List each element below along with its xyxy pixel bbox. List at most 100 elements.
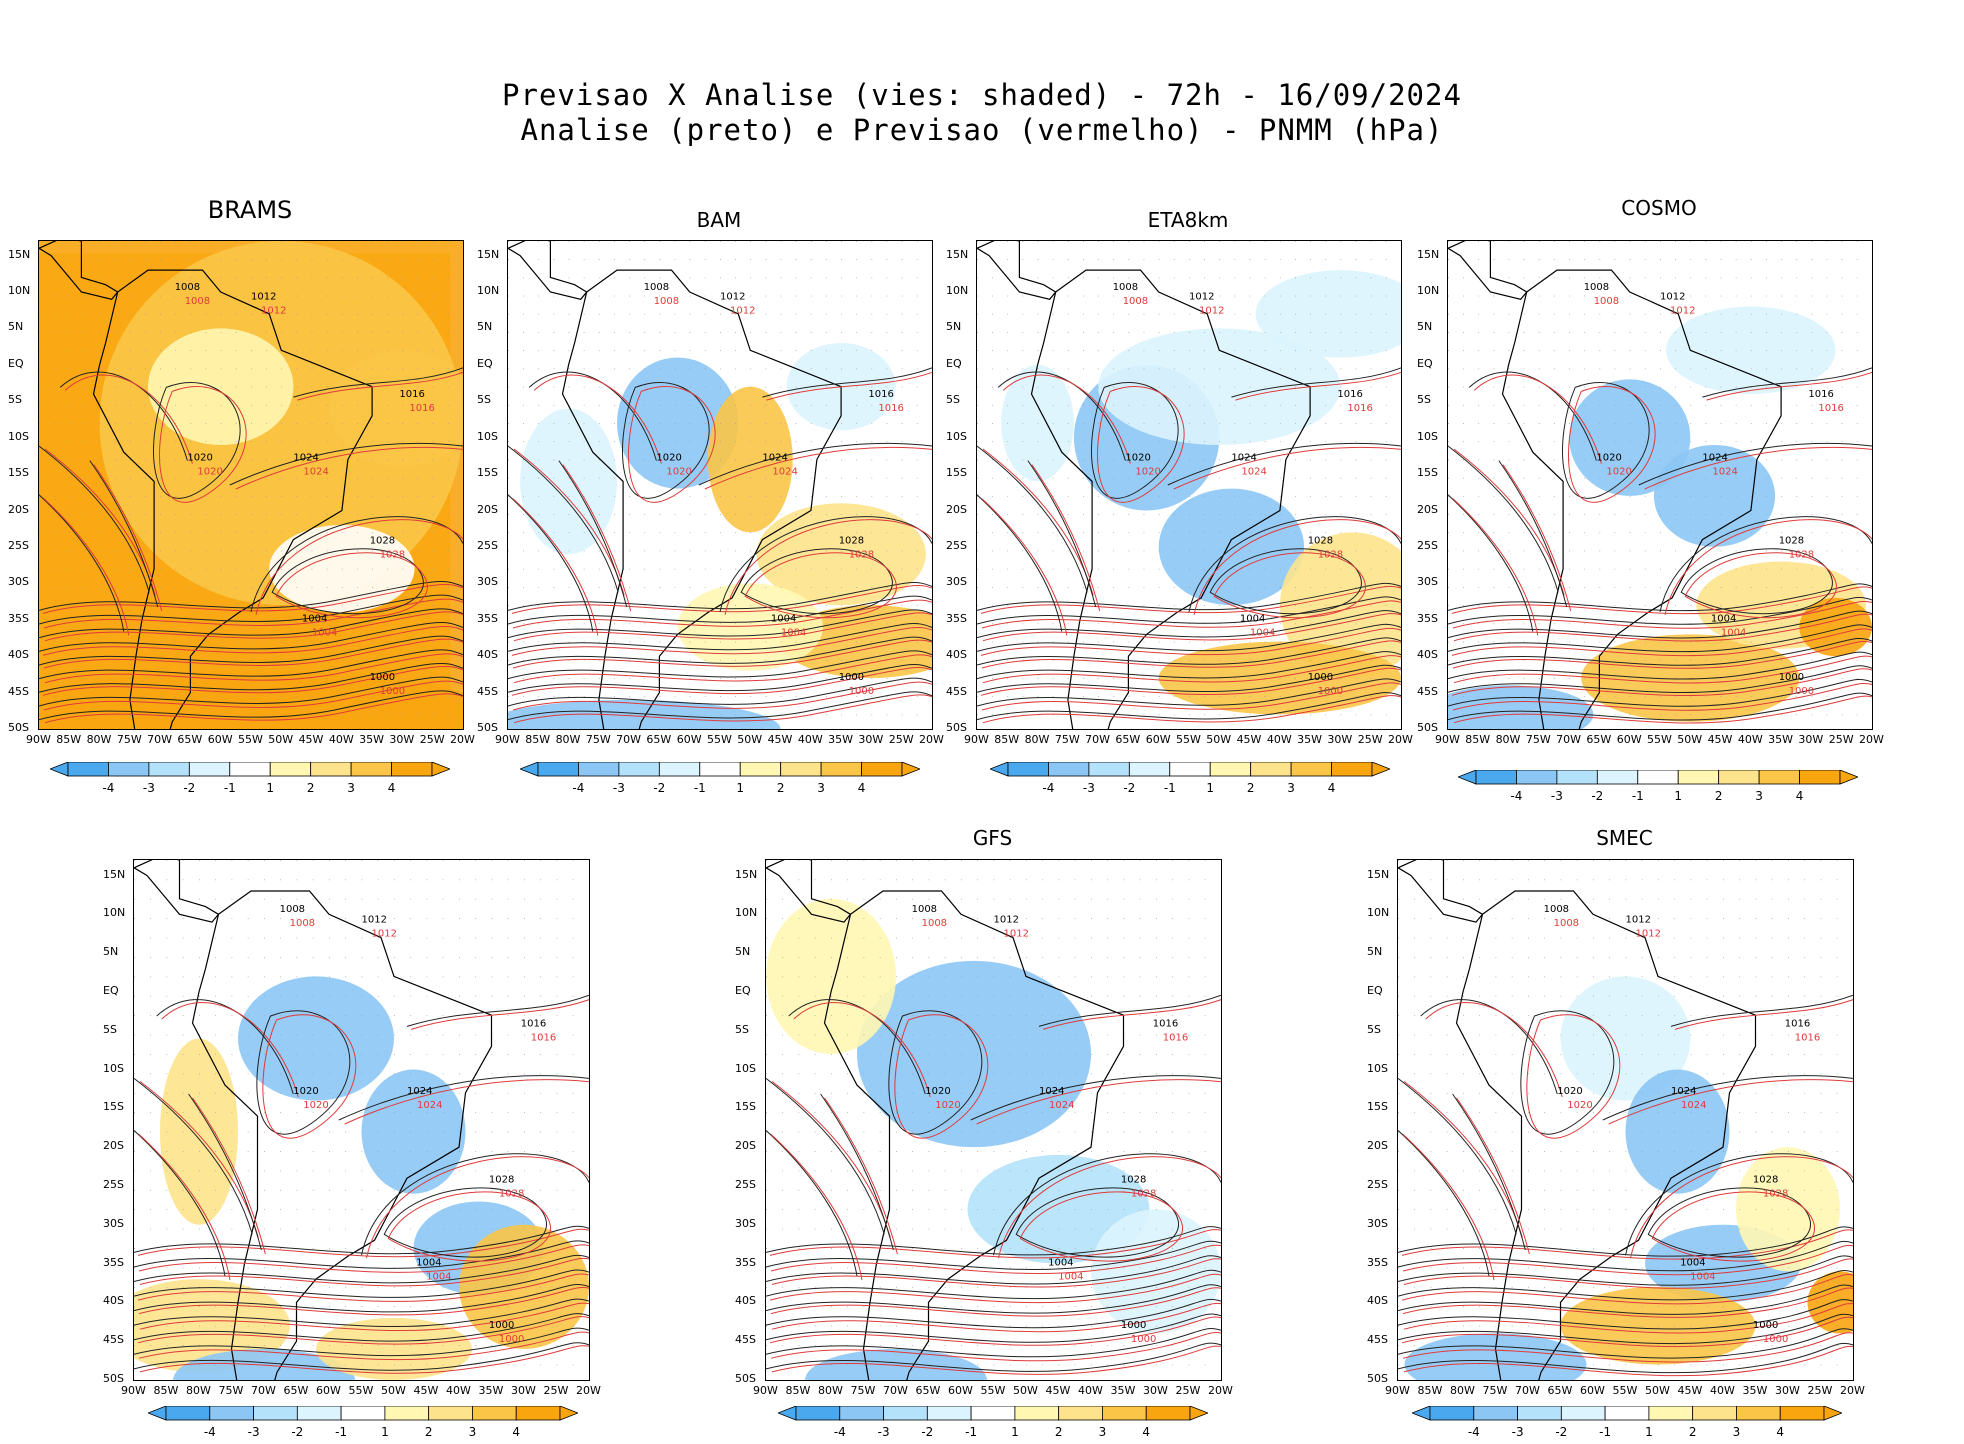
colorbar-tick-label: 1 (1011, 1425, 1019, 1439)
lat-tick-label: 5S (103, 1023, 117, 1036)
lat-tick-label: 20S (1367, 1139, 1388, 1152)
colorbar-tick-label: -2 (921, 1425, 933, 1439)
lon-tick-label: 20W (450, 733, 475, 746)
isobar-label-forecast: 1000 (1318, 686, 1343, 697)
lon-tick-label: 90W (753, 1384, 778, 1397)
colorbar-segment (1800, 770, 1840, 784)
lat-tick-label: 5N (735, 945, 750, 958)
colorbar-segment (1210, 762, 1250, 776)
colorbar-segment (392, 762, 432, 776)
colorbar-tick-label: 3 (1287, 781, 1295, 795)
lat-tick-label: 30S (946, 575, 967, 588)
isobar-label: 1012 (1626, 914, 1651, 925)
lat-tick-label: 25S (477, 539, 498, 552)
colorbar-segment (1458, 770, 1476, 784)
isobar-label-forecast: 1008 (922, 918, 947, 929)
lat-tick-label: 30S (477, 575, 498, 588)
isobar-label-forecast: 1024 (1712, 467, 1737, 478)
colorbar-segment (619, 762, 659, 776)
colorbar-tick-label: 3 (347, 781, 355, 795)
isobar-label: 1000 (370, 672, 395, 683)
lat-tick-label: 35S (8, 612, 29, 625)
isobar-label: 1004 (1711, 614, 1736, 625)
lon-tick-label: 75W (117, 733, 142, 746)
colorbar-segment (1759, 770, 1799, 784)
isobar-label-forecast: 1024 (1241, 467, 1266, 478)
lat-tick-label: 15S (1417, 466, 1438, 479)
isobar-label-forecast: 1000 (1789, 686, 1814, 697)
colorbar-segment (1372, 762, 1390, 776)
isobar-label-forecast: 1000 (380, 686, 405, 697)
isobar-label-forecast: 1016 (531, 1032, 556, 1043)
colorbar-tick-label: 4 (1776, 1425, 1784, 1439)
colorbar-segment (1430, 1406, 1474, 1420)
lon-tick-label: 75W (219, 1384, 244, 1397)
isobar-label: 1000 (1753, 1320, 1778, 1331)
isobar-analysis (407, 995, 589, 1026)
isobar-label: 1008 (912, 904, 937, 915)
isobar-label-forecast: 1008 (290, 918, 315, 929)
colorbar-segment (927, 1406, 971, 1420)
colorbar-tick-label: 3 (1099, 1425, 1107, 1439)
isobar-label: 1004 (302, 614, 327, 625)
isobar-label-forecast: 1028 (499, 1188, 524, 1199)
colorbar-segment (1693, 1406, 1737, 1420)
isobar-label-forecast: 1012 (372, 928, 397, 939)
lon-tick-label: 30W (1327, 733, 1352, 746)
lat-tick-label: 45S (1367, 1333, 1388, 1346)
colorbar-tick-label: 3 (1755, 789, 1763, 803)
lon-tick-label: 80W (1450, 1384, 1475, 1397)
lon-tick-label: 20W (1840, 1384, 1865, 1397)
lon-tick-label: 65W (1115, 733, 1140, 746)
lon-tick-label: 70W (251, 1384, 276, 1397)
isobar-label: 1028 (370, 536, 395, 547)
colorbar-tick-label: -3 (248, 1425, 260, 1439)
lat-tick-label: 20S (1417, 503, 1438, 516)
colorbar-tick-label: 4 (1796, 789, 1804, 803)
lon-tick-label: 90W (1435, 733, 1460, 746)
isobar-label: 1008 (644, 282, 669, 293)
isobar-label-forecast: 1012 (1004, 928, 1029, 939)
colorbar-segment (1840, 770, 1858, 784)
lon-tick-label: 35W (359, 733, 384, 746)
isobar-label: 1016 (521, 1018, 546, 1029)
isobar-label-forecast: 1008 (185, 296, 210, 307)
colorbar-tick-label: 1 (1645, 1425, 1653, 1439)
colorbar-tick-label: 1 (266, 781, 274, 795)
lon-tick-label: 75W (1526, 733, 1551, 746)
lon-tick-label: 25W (889, 733, 914, 746)
isobar-analysis (1671, 995, 1853, 1026)
isobar-label: 1020 (187, 453, 212, 464)
isobar-forecast (1426, 1003, 1563, 1097)
lon-tick-label: 25W (1808, 1384, 1833, 1397)
lon-tick-label: 55W (1647, 733, 1672, 746)
colorbar-tick-label: -2 (653, 781, 665, 795)
lon-tick-label: 60W (1146, 733, 1171, 746)
lat-tick-label: 35S (1367, 1256, 1388, 1269)
colorbar-segment (108, 762, 148, 776)
isobar-label-forecast: 1028 (1789, 550, 1814, 561)
colorbar-segment (1476, 770, 1516, 784)
lon-tick-label: 65W (646, 733, 671, 746)
bias-shading (238, 976, 394, 1100)
lon-tick-label: 35W (1743, 1384, 1768, 1397)
isobar-label-forecast: 1028 (1763, 1188, 1788, 1199)
isobar-label: 1016 (1153, 1018, 1178, 1029)
isobar-label-forecast: 1004 (781, 628, 806, 639)
panel-title-smec: SMEC (1397, 826, 1852, 850)
isobar-label: 1028 (1753, 1174, 1778, 1185)
lon-tick-label: 70W (147, 733, 172, 746)
lat-tick-label: 20S (477, 503, 498, 516)
lat-tick-label: 45S (8, 685, 29, 698)
bias-shading (1448, 685, 1593, 729)
colorbar-segment (1059, 1406, 1103, 1420)
isobar-forecast (1503, 465, 1571, 611)
colorbar-segment (659, 762, 699, 776)
isobar-label-forecast: 1004 (1721, 628, 1746, 639)
isobar-analysis (1421, 1000, 1558, 1094)
lat-tick-label: 10N (946, 284, 968, 297)
